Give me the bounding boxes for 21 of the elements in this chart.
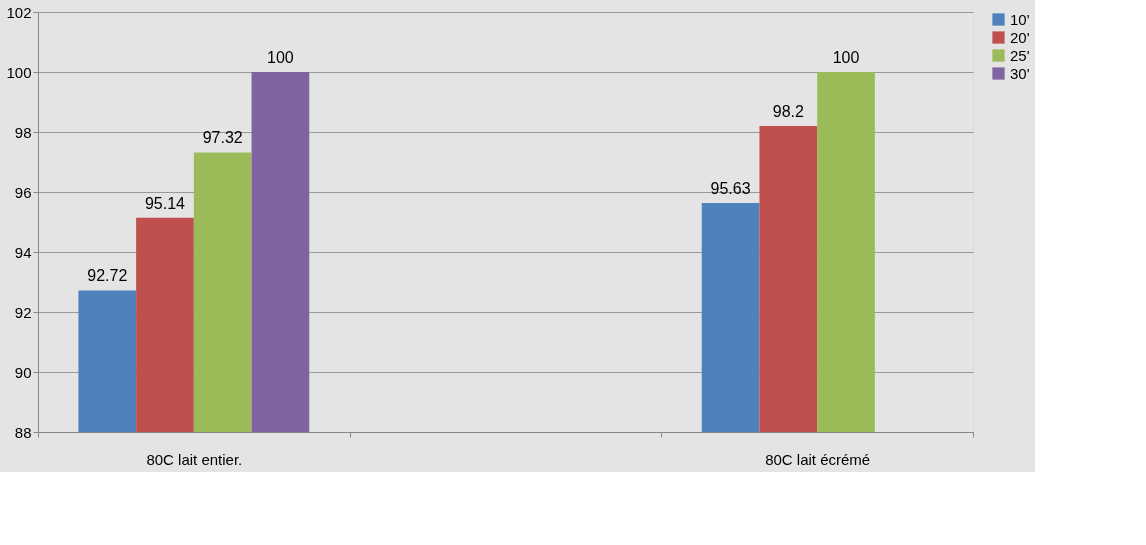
data-label: 100 [832,49,860,66]
legend-label: 25' [1010,46,1030,64]
y-tick-label: 92 [14,303,32,321]
y-tick-label: 94 [14,243,32,261]
data-label: 95.63 [710,180,751,198]
legend-label: 30' [1010,64,1030,82]
legend-label: 20' [1010,28,1030,46]
x-tick-label: 80C lait entier. [146,450,243,468]
x-tick-label: 80C lait écrémé [765,450,871,468]
y-tick-label: 88 [14,423,32,441]
data-label: 98.2 [772,103,804,120]
y-tick-label: 90 [14,363,32,381]
data-label: 97.32 [202,129,243,147]
y-tick-label: 98 [14,123,32,141]
data-label: 100 [267,49,294,66]
y-tick-label: 102 [6,3,32,21]
data-label: 95.14 [144,194,186,212]
y-tick-label: 96 [14,183,32,201]
data-label: 92.72 [87,267,128,285]
legend-label: 10' [1010,10,1030,28]
y-tick-label: 100 [6,63,32,81]
